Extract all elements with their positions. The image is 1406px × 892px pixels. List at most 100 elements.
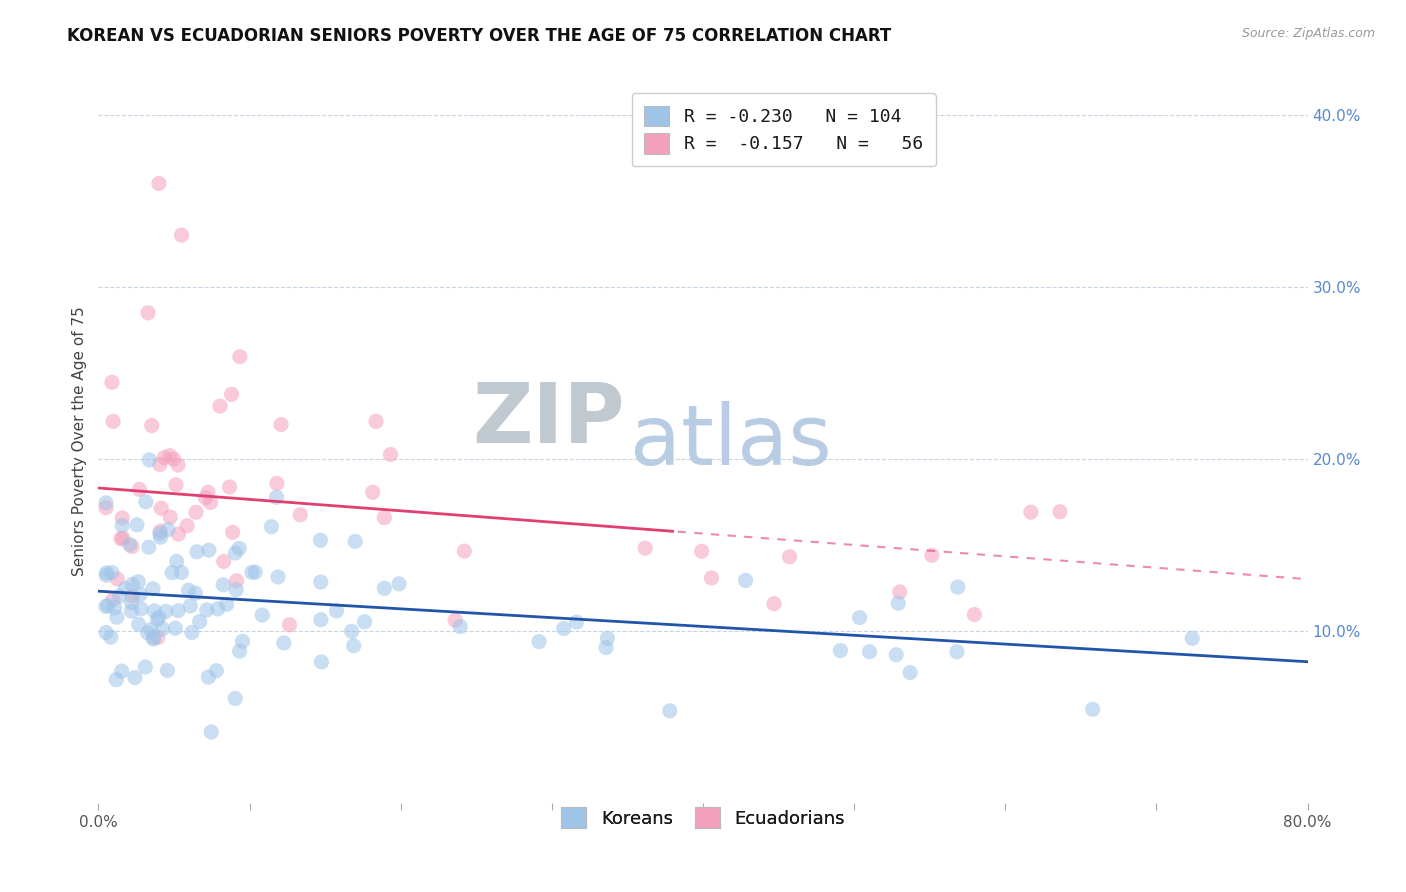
Point — [195, 603, 218, 617]
Legend: Koreans, Ecuadorians: Koreans, Ecuadorians — [553, 798, 853, 837]
Point — [149, 526, 172, 541]
Point — [221, 525, 243, 540]
Point — [177, 583, 200, 598]
Point — [215, 597, 238, 611]
Point — [128, 617, 150, 632]
Point — [167, 527, 190, 541]
Point — [127, 574, 149, 589]
Point — [848, 610, 870, 624]
Point — [156, 523, 179, 537]
Point — [946, 580, 969, 594]
Point — [240, 566, 263, 580]
Point — [125, 517, 148, 532]
Point — [197, 485, 219, 500]
Point — [270, 417, 292, 432]
Point — [449, 619, 471, 633]
Point — [198, 543, 221, 558]
Point — [444, 613, 467, 627]
Point — [139, 623, 162, 637]
Point — [218, 480, 240, 494]
Point — [734, 574, 756, 588]
Y-axis label: Seniors Poverty Over the Age of 75: Seniors Poverty Over the Age of 75 — [72, 307, 87, 576]
Point — [887, 596, 910, 610]
Point — [111, 531, 134, 545]
Point — [118, 537, 141, 551]
Point — [136, 626, 159, 640]
Text: KOREAN VS ECUADORIAN SENIORS POVERTY OVER THE AGE OF 75 CORRELATION CHART: KOREAN VS ECUADORIAN SENIORS POVERTY OVE… — [67, 27, 891, 45]
Point — [159, 510, 181, 524]
Point — [361, 485, 384, 500]
Point — [658, 704, 681, 718]
Point — [380, 448, 402, 462]
Point — [221, 387, 243, 401]
Point — [224, 691, 246, 706]
Point — [188, 615, 211, 629]
Point — [208, 399, 231, 413]
Point — [225, 574, 247, 588]
Point — [96, 566, 118, 580]
Point — [176, 518, 198, 533]
Point — [186, 545, 208, 559]
Point — [136, 306, 159, 320]
Point — [634, 541, 657, 556]
Point — [167, 458, 190, 472]
Point — [138, 453, 160, 467]
Point — [184, 586, 207, 600]
Point — [260, 519, 283, 533]
Point — [311, 655, 333, 669]
Point — [101, 592, 124, 607]
Point — [921, 549, 943, 563]
Point — [138, 540, 160, 554]
Point — [167, 604, 190, 618]
Point — [779, 549, 801, 564]
Point — [179, 599, 201, 613]
Text: atlas: atlas — [630, 401, 832, 482]
Point — [101, 376, 124, 390]
Point — [224, 546, 246, 560]
Point — [121, 589, 143, 603]
Point — [278, 617, 301, 632]
Point — [146, 631, 169, 645]
Point — [128, 483, 150, 497]
Point — [101, 566, 124, 580]
Point — [266, 476, 288, 491]
Point — [889, 585, 911, 599]
Point — [114, 582, 136, 596]
Point — [134, 660, 156, 674]
Point — [373, 510, 395, 524]
Point — [884, 648, 907, 662]
Point — [150, 501, 173, 516]
Point — [373, 582, 395, 596]
Point — [142, 632, 165, 646]
Point — [963, 607, 986, 622]
Point — [453, 544, 475, 558]
Point — [149, 524, 172, 538]
Point — [212, 578, 235, 592]
Point — [595, 640, 617, 655]
Point — [197, 670, 219, 684]
Point — [763, 597, 786, 611]
Point — [105, 610, 128, 624]
Point — [121, 577, 143, 591]
Point — [129, 602, 152, 616]
Point — [105, 572, 128, 586]
Point — [94, 568, 117, 582]
Point — [700, 571, 723, 585]
Point — [388, 577, 411, 591]
Point — [194, 491, 217, 505]
Point — [290, 508, 312, 522]
Point — [121, 596, 143, 610]
Point — [94, 599, 117, 614]
Point — [156, 664, 179, 678]
Point — [898, 665, 921, 680]
Point — [228, 541, 250, 556]
Point — [165, 478, 187, 492]
Point — [229, 350, 252, 364]
Point — [553, 622, 575, 636]
Point — [200, 495, 222, 509]
Point — [124, 671, 146, 685]
Point — [212, 554, 235, 568]
Point — [1081, 702, 1104, 716]
Point — [111, 664, 134, 678]
Point — [148, 610, 170, 624]
